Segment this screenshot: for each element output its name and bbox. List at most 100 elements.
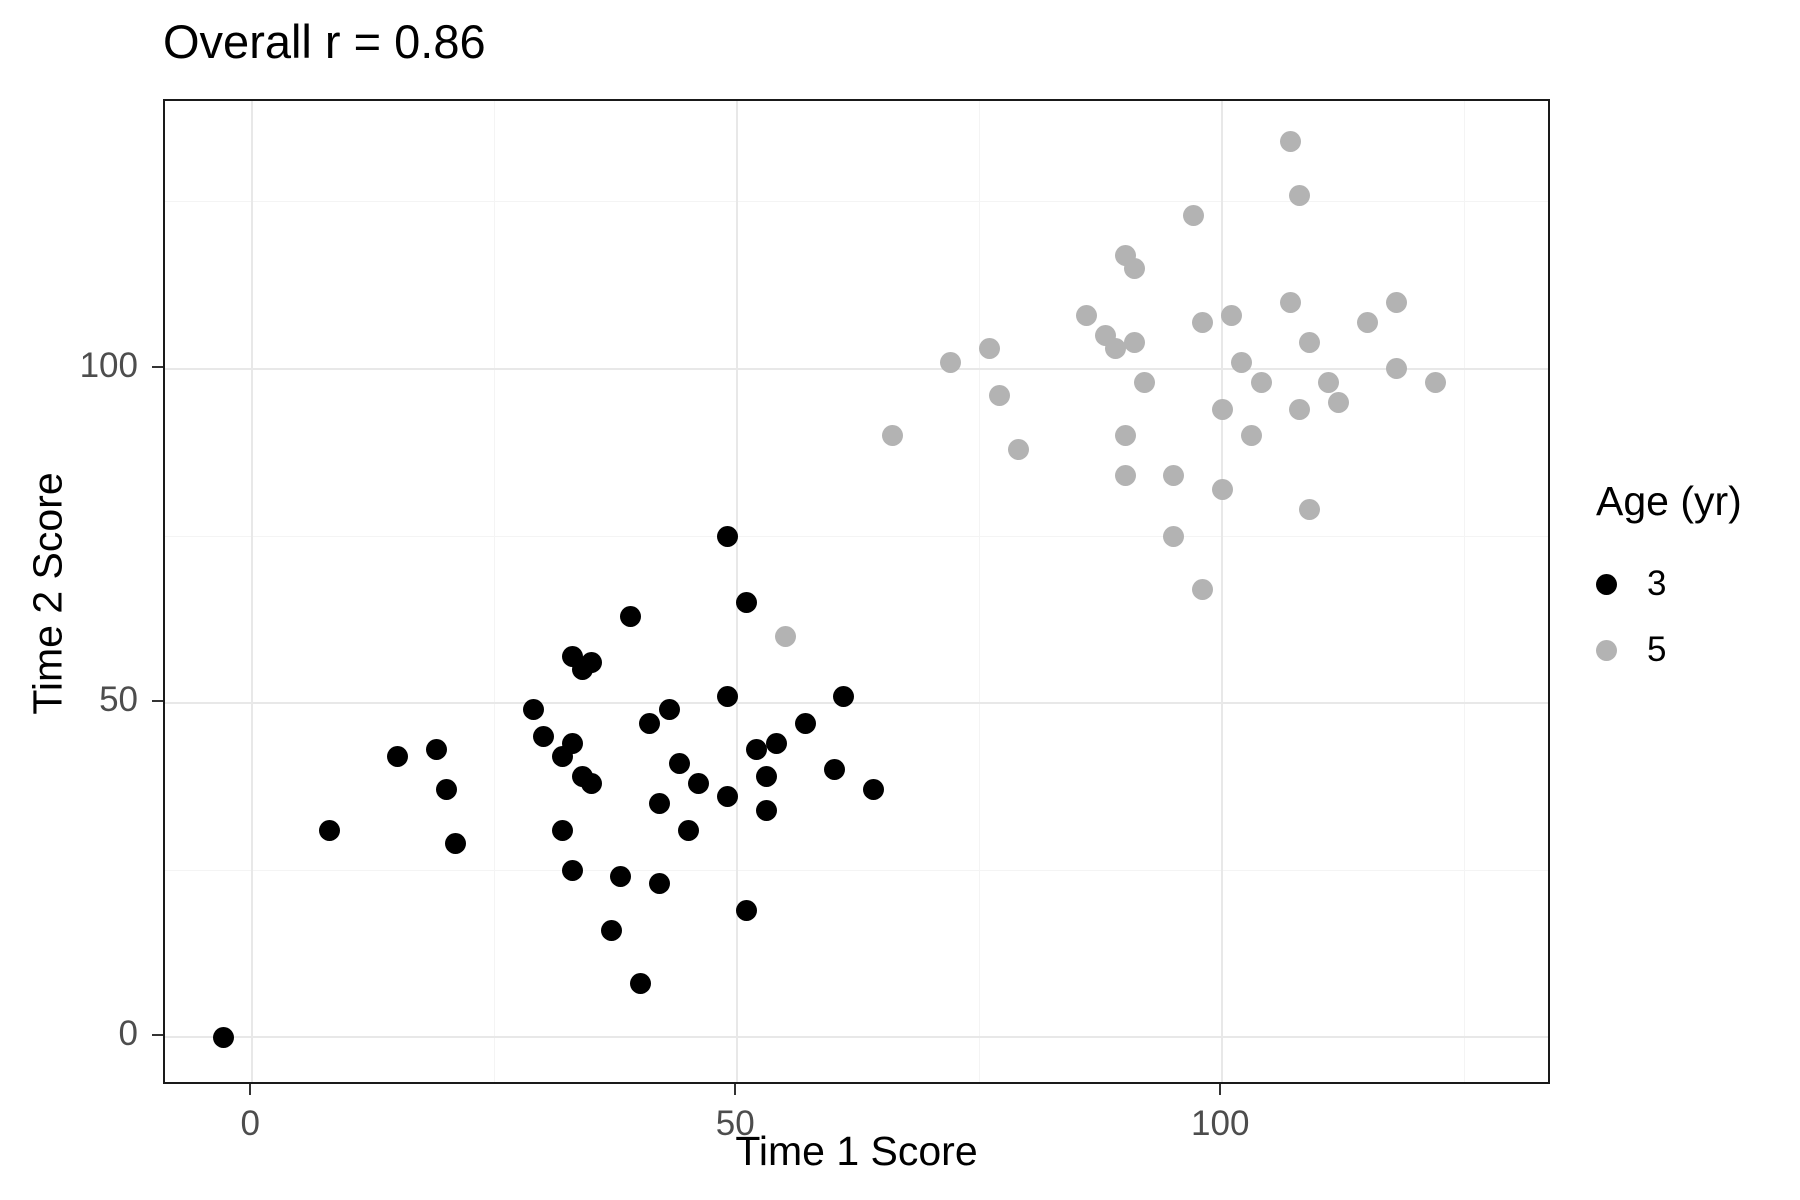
data-point [445,832,467,854]
data-point [1134,371,1156,393]
minor-gridline-vertical [1464,101,1466,1082]
data-point [1328,391,1350,413]
data-point [1192,311,1214,333]
y-tick-label: 100 [79,345,138,385]
data-point [1211,398,1233,420]
legend-item: 3 [1596,551,1742,617]
data-point [532,726,554,747]
data-point [1386,291,1408,313]
data-point [1386,358,1408,380]
data-point [1279,131,1301,153]
data-point [1231,351,1253,373]
data-point [581,772,603,794]
x-axis-tick [1219,1084,1222,1095]
data-point [1163,465,1185,487]
data-point [561,732,583,754]
chart-title: Overall r = 0.86 [163,15,486,68]
data-point [755,799,777,821]
data-point [1182,204,1204,226]
data-point [765,732,787,754]
x-tick-label: 0 [240,1104,261,1143]
data-point [823,759,845,781]
data-point [755,766,777,788]
data-point [746,739,768,761]
data-point [639,712,661,734]
data-point [1279,291,1301,313]
data-point [1299,498,1321,520]
data-point [736,899,758,921]
legend-item-label: 5 [1647,630,1667,669]
data-point [435,779,457,801]
major-gridline-horizontal [165,702,1548,705]
data-point [717,786,739,808]
data-point [600,919,622,941]
data-point [978,338,1000,360]
major-gridline-vertical [251,101,254,1082]
legend-item: 5 [1596,617,1742,683]
data-point [1250,371,1272,393]
y-axis-tick [152,1034,163,1037]
legend-swatch-3 [1596,573,1617,595]
x-axis-label: Time 1 Score [735,1128,978,1174]
data-point [1425,371,1447,393]
data-point [794,712,816,734]
major-gridline-vertical [1221,101,1224,1082]
data-point [212,1026,234,1048]
data-point [717,685,739,707]
minor-gridline-horizontal [165,201,1548,203]
data-point [668,752,690,774]
data-point [717,525,739,547]
data-point [1318,371,1340,393]
data-point [581,652,603,674]
minor-gridline-horizontal [165,535,1548,537]
x-tick-label: 100 [1191,1104,1250,1143]
y-axis-tick [152,700,163,703]
y-tick-label: 50 [99,680,138,720]
data-point [387,746,409,768]
data-point [1240,425,1262,447]
minor-gridline-horizontal [165,869,1548,871]
data-point [620,605,642,627]
data-point [649,792,671,814]
data-point [833,685,855,707]
y-tick-label: 0 [118,1014,138,1054]
data-point [552,819,574,841]
data-point [881,425,903,447]
data-point [1163,525,1185,547]
data-point [678,819,700,841]
minor-gridline-vertical [979,101,981,1082]
data-point [862,779,884,801]
data-point [1075,305,1097,326]
data-point [775,625,797,647]
y-axis-tick [152,365,163,368]
data-point [658,699,680,721]
data-point [988,385,1010,407]
data-point [1211,478,1233,500]
data-point [561,859,583,881]
plot-panel [163,99,1550,1084]
data-point [1124,258,1146,280]
major-gridline-horizontal [165,1036,1548,1039]
data-point [1124,331,1146,353]
x-axis-tick [249,1084,252,1095]
major-gridline-horizontal [165,367,1548,370]
data-point [1289,398,1311,420]
data-point [736,592,758,614]
data-point [1221,305,1243,326]
data-point [523,699,545,721]
data-point [649,873,671,895]
data-point [1289,184,1311,206]
data-point [1357,311,1379,333]
data-point [1114,425,1136,447]
data-point [1008,438,1030,460]
legend-title: Age (yr) [1596,478,1742,524]
legend-swatch-5 [1596,639,1617,661]
x-tick-label: 50 [715,1104,755,1143]
data-point [1299,331,1321,353]
data-point [940,351,962,373]
data-point [319,819,341,841]
data-point [1192,578,1214,600]
